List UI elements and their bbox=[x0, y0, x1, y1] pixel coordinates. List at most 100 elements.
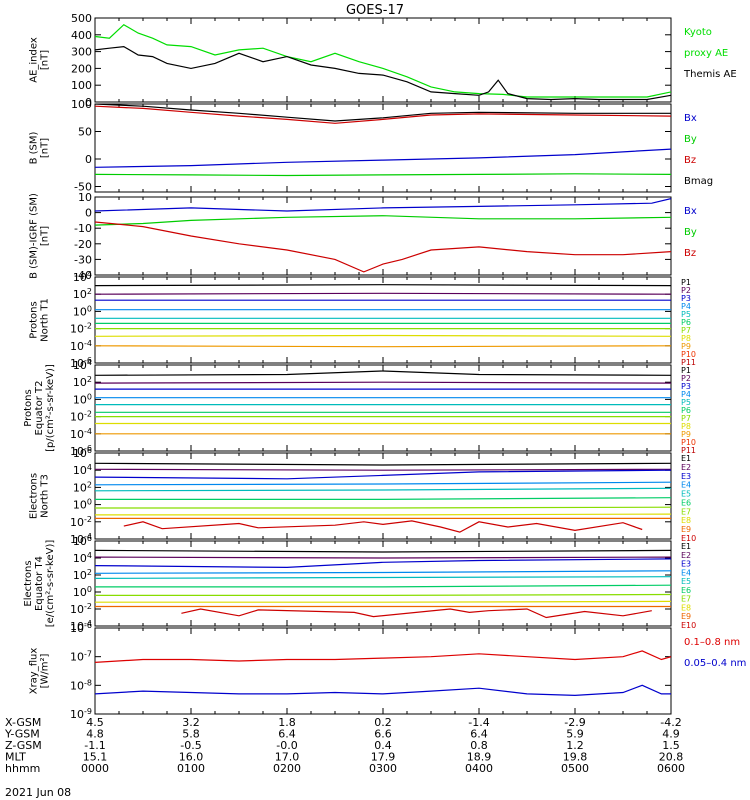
orbit-value: 0.8 bbox=[470, 739, 488, 752]
orbit-value: -4.2 bbox=[660, 716, 681, 729]
y-tick-label: 10-4 bbox=[70, 427, 92, 441]
series-e6 bbox=[95, 497, 671, 500]
panel-protons_t1: 10-6 10-4 10-2 100 102 104 Protons North T1 P1P2… bbox=[29, 270, 697, 370]
y-tick-label: 0 bbox=[85, 207, 92, 220]
y-tick-label: -50 bbox=[74, 181, 92, 194]
series-e6 bbox=[95, 584, 671, 588]
series-e5 bbox=[95, 576, 671, 580]
series-e2 bbox=[95, 468, 671, 471]
y-axis-label: North T3 bbox=[40, 474, 51, 518]
legend-item: Bmag bbox=[684, 176, 713, 187]
panel-frame bbox=[94, 452, 672, 540]
legend-item: E7 bbox=[681, 595, 691, 604]
legend-item: P1 bbox=[681, 278, 691, 287]
legend-item: P10 bbox=[681, 438, 696, 447]
legend-item: P7 bbox=[681, 326, 691, 335]
y-tick-label: -40 bbox=[74, 269, 92, 282]
legend-item: E3 bbox=[681, 560, 691, 569]
series-e7 bbox=[95, 593, 671, 597]
series-e7 bbox=[95, 506, 671, 509]
legend-item: E7 bbox=[681, 507, 691, 516]
legend-item: P6 bbox=[681, 318, 691, 327]
y-axis-label: [nT] bbox=[40, 226, 51, 246]
y-tick-label: 10-8 bbox=[70, 678, 92, 692]
series-group bbox=[95, 104, 671, 177]
series-e5 bbox=[95, 487, 671, 492]
y-axis-label: [W/m²] bbox=[40, 653, 51, 688]
legend-item: P11 bbox=[681, 446, 696, 455]
series-by bbox=[95, 173, 671, 177]
y-tick-label: 10 bbox=[78, 191, 92, 204]
panel-protons_t2: 10-6 10-4 10-2 100 102 104 Protons Equator T2 [p… bbox=[23, 358, 696, 458]
y-axis-label: [p/(cm²-s-sr-keV)] bbox=[45, 364, 56, 452]
orbit-value: 0200 bbox=[273, 762, 301, 775]
legend-item: P6 bbox=[681, 406, 691, 415]
y-tick-label: 300 bbox=[71, 46, 92, 59]
series-p2 bbox=[95, 292, 671, 295]
panel-b_sm: -50 0 50 100 B (SM) [nT] Bx By Bz Bmag bbox=[29, 98, 714, 194]
legend-item: P8 bbox=[681, 334, 691, 343]
series-e3 bbox=[95, 558, 671, 569]
y-tick-label: 10-4 bbox=[70, 619, 92, 633]
legend-item: P7 bbox=[681, 414, 691, 423]
series-e4 bbox=[95, 570, 671, 574]
orbit-row-label: X-GSM bbox=[5, 716, 41, 729]
legend-item: Themis AE bbox=[683, 69, 737, 80]
series-e3 bbox=[95, 469, 671, 480]
orbit-value: 18.9 bbox=[467, 751, 492, 764]
series-group bbox=[95, 284, 671, 348]
orbit-row-label: MLT bbox=[5, 751, 26, 764]
orbit-value: 4.8 bbox=[86, 728, 104, 741]
y-tick-label: 100 bbox=[73, 392, 92, 406]
y-tick-label: -30 bbox=[74, 253, 92, 266]
legend-item: P3 bbox=[681, 382, 691, 391]
y-axis-label: AE_index bbox=[29, 37, 40, 83]
legend-item: P8 bbox=[681, 422, 691, 431]
orbit-value: 3.2 bbox=[182, 716, 200, 729]
y-axis-label: Protons bbox=[29, 301, 40, 338]
y-tick-label: 10-9 bbox=[70, 707, 92, 721]
legend-item: E2 bbox=[681, 463, 691, 472]
y-axis-label: B (SM) bbox=[29, 131, 40, 164]
legend-item: 0.1–0.8 nm bbox=[684, 637, 740, 648]
legend-item: E4 bbox=[681, 568, 691, 577]
orbit-value: 5.9 bbox=[566, 728, 584, 741]
y-tick-label: 500 bbox=[71, 12, 92, 25]
date-label: 2021 Jun 08 bbox=[5, 786, 71, 799]
legend-item: Bz bbox=[684, 248, 696, 259]
y-tick-label: 104 bbox=[73, 551, 92, 565]
orbit-value: 17.9 bbox=[371, 751, 396, 764]
legend-item: P2 bbox=[681, 374, 691, 383]
legend-item: E4 bbox=[681, 481, 691, 490]
legend-item: E9 bbox=[681, 525, 691, 534]
orbit-value: -1.4 bbox=[468, 716, 489, 729]
series-e2 bbox=[95, 556, 671, 559]
legend-item: P2 bbox=[681, 286, 691, 295]
y-tick-label: 10-6 bbox=[70, 621, 92, 635]
series-p8 bbox=[95, 334, 671, 337]
legend-item: E5 bbox=[681, 577, 691, 586]
orbit-value: 5.8 bbox=[182, 728, 200, 741]
orbit-value: 20.8 bbox=[659, 751, 684, 764]
y-axis-label: Electrons bbox=[23, 560, 34, 606]
orbit-row-label: Y-GSM bbox=[4, 728, 40, 741]
series-p1 bbox=[95, 284, 671, 287]
legend-item: proxy AE bbox=[684, 48, 728, 59]
orbit-value: 1.8 bbox=[278, 716, 296, 729]
y-axis-label: Equator T4 bbox=[34, 556, 45, 611]
y-axis-label: B (SM)-IGRF (SM) bbox=[29, 193, 40, 279]
y-axis-label: [nT] bbox=[40, 50, 51, 70]
legend-item: P1 bbox=[681, 366, 691, 375]
y-tick-label: 102 bbox=[73, 287, 92, 301]
orbit-value: -2.9 bbox=[564, 716, 585, 729]
orbit-value: 0100 bbox=[177, 762, 205, 775]
y-tick-label: 10-4 bbox=[70, 532, 92, 546]
orbit-table: X-GSM 4.5 3.2 1.8 0.2 -1.4 -2.9 -4.2 Y-GSM 4.8 5.8… bbox=[4, 716, 685, 775]
legend-item: E8 bbox=[681, 603, 691, 612]
series-group bbox=[95, 462, 671, 533]
legend-item: E9 bbox=[681, 612, 691, 621]
series-e1 bbox=[95, 462, 671, 466]
legend-item: Kyoto bbox=[684, 27, 712, 38]
legend-item: E6 bbox=[681, 498, 691, 507]
